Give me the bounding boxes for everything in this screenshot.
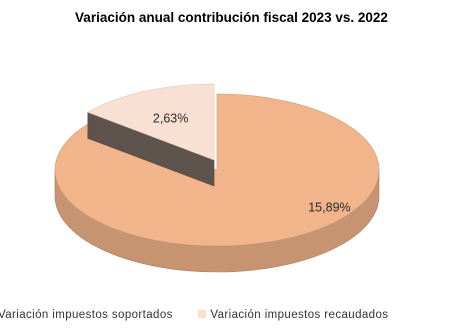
pie-slice-recaudados: [87, 83, 215, 161]
legend-swatch-recaudados: [198, 310, 207, 318]
data-label-recaudados: 2,63%: [153, 111, 188, 125]
chart-title: Variación anual contribución fiscal 2023…: [75, 10, 388, 25]
legend-label-soportados: Variación impuestos soportados: [0, 309, 173, 321]
legend-label-recaudados: Variación impuestos recaudados: [210, 309, 389, 321]
pie-slice-soportados: [54, 93, 380, 247]
legend: Variación impuestos soportados Variación…: [0, 309, 410, 321]
legend-item-recaudados: Variación impuestos recaudados: [198, 309, 388, 321]
legend-item-soportados: Variación impuestos soportados: [0, 309, 173, 321]
data-label-soportados: 15,89%: [308, 201, 350, 215]
